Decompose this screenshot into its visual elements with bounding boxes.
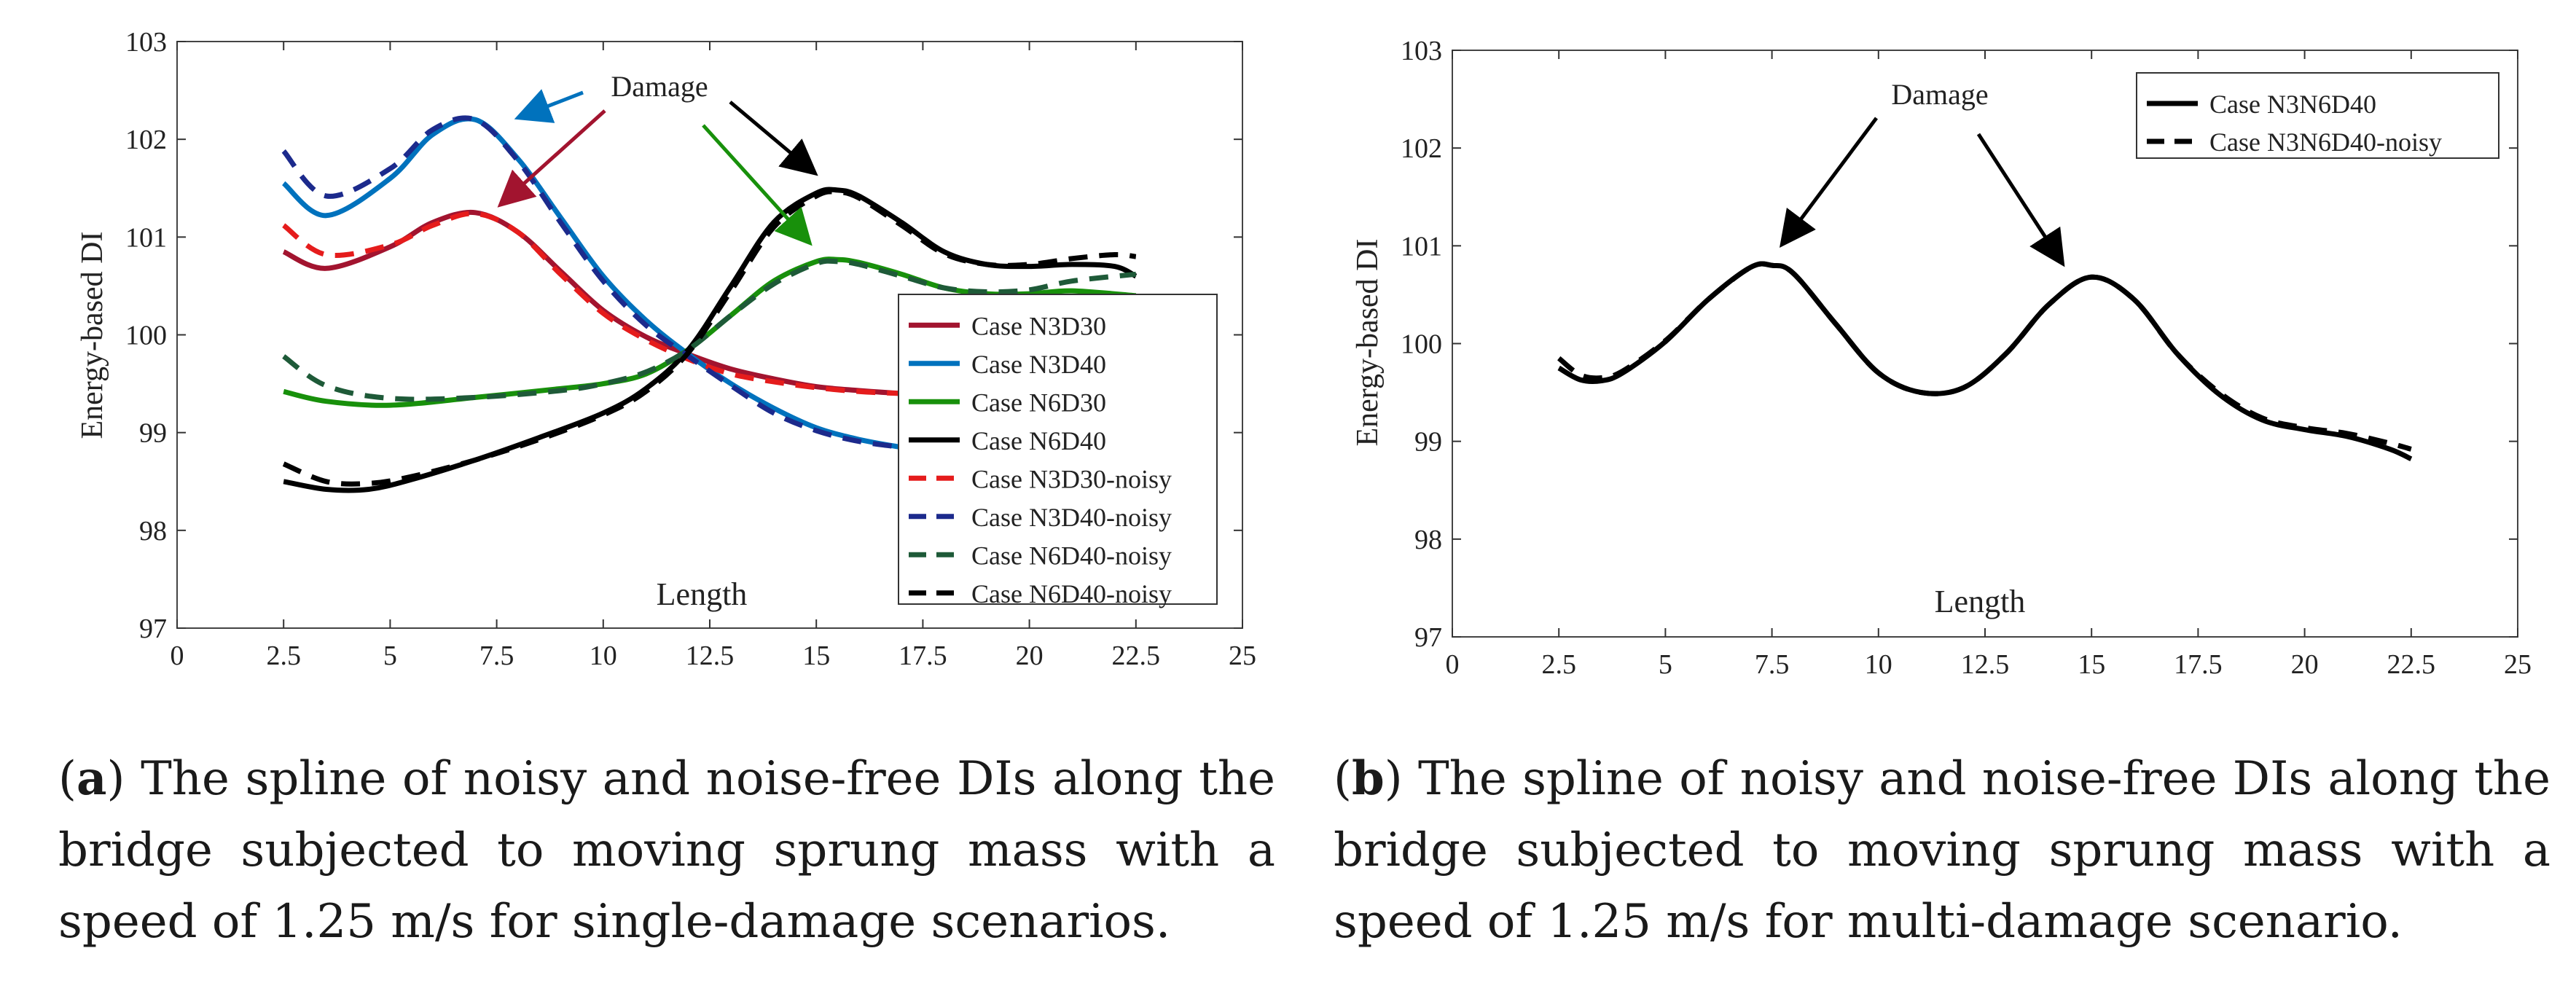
- chart-b: 0 2.5 5 7.5 10 12.5 15 17.5 20 22.5 25 97 98 99 100 10…: [1351, 36, 2532, 680]
- chart-a-legend-label-5: Case N3D30-noisy: [971, 464, 1172, 493]
- chart-a-xtick-label: 5: [383, 641, 397, 671]
- chart-b-xtick-label: 5: [1659, 649, 1672, 680]
- chart-b-xtick-label: 0: [1446, 649, 1460, 680]
- chart-a-legend-label-8: Case N6D40-noisy: [971, 579, 1172, 608]
- chart-a-series-line-7: [282, 258, 1137, 402]
- chart-a-ytick-label: 103: [125, 27, 167, 58]
- chart-a-series-line-2: [281, 116, 923, 453]
- chart-a-legend-label-1: Case N3D30: [971, 311, 1106, 340]
- chart-a-xtick-label: 7.5: [479, 641, 514, 671]
- chart-a-series-line-8: [282, 189, 1137, 487]
- chart-b-ytick-label: 99: [1414, 427, 1442, 458]
- chart-b-ytick-label: 101: [1401, 231, 1442, 262]
- chart-a: 0 2.5 5 7.5 10 12.5 15 17.5 20 22.5 25 97 98 99 100 10…: [76, 27, 1256, 671]
- chart-b-legend-label-2: Case N3N6D40-noisy: [2209, 128, 2442, 157]
- chart-b-xtick-label: 2.5: [1541, 649, 1576, 680]
- chart-a-series-line-5: [282, 211, 944, 397]
- chart-b-xtick-label: 25: [2504, 649, 2532, 680]
- caption-b-text: ) The spline of noisy and noise-free DIs…: [1334, 752, 2550, 949]
- chart-b-ytick-label: 102: [1401, 133, 1442, 164]
- chart-a-legend-label-3: Case N6D30: [971, 388, 1106, 417]
- chart-a-xtick-label: 2.5: [266, 641, 301, 671]
- caption-b-label: b: [1351, 751, 1385, 806]
- chart-a-ytick-label: 98: [139, 516, 167, 547]
- chart-a-ytick-label: 102: [125, 125, 167, 155]
- chart-a-xtick-label: 22.5: [1112, 641, 1161, 671]
- caption-a-label: a: [76, 751, 107, 806]
- chart-b-ylabel: Energy-based DI: [1351, 239, 1385, 447]
- chart-a-legend-label-7: Case N6D40-noisy: [971, 541, 1172, 570]
- chart-b-legend: Case N3N6D40 Case N3N6D40-noisy: [2136, 72, 2499, 159]
- chart-a-legend: Case N3D30 Case N3D40 Case N6D30 Case N6D40…: [898, 294, 1218, 608]
- chart-b-damage-arrow-left: [1780, 117, 1879, 248]
- chart-b-damage-arrow-right: [1976, 133, 2065, 267]
- chart-a-ylabel: Energy-based DI: [76, 232, 109, 439]
- chart-a-ytick-label: 97: [139, 614, 167, 644]
- chart-b-xlabel: Length: [1935, 584, 2026, 619]
- chart-a-legend-label-2: Case N3D40: [971, 350, 1106, 379]
- chart-a-ytick-label: 101: [125, 222, 167, 253]
- chart-a-damage-arrow-blue: [514, 89, 584, 123]
- chart-a-damage-arrow-crimson: [497, 109, 606, 208]
- chart-a-damage-annotation: Damage: [611, 70, 708, 103]
- chart-b-legend-label-1: Case N3N6D40: [2209, 90, 2376, 119]
- chart-b-xtick-label: 12.5: [1961, 649, 2010, 680]
- caption-a: (a) The spline of noisy and noise-free D…: [58, 751, 1275, 949]
- caption-b: (b) The spline of noisy and noise-free D…: [1334, 751, 2550, 949]
- chart-b-xtick-label: 10: [1865, 649, 1892, 680]
- chart-a-xtick-label: 25: [1229, 641, 1256, 671]
- chart-b-xtick-label: 15: [2078, 649, 2105, 680]
- chart-a-xlabel: Length: [657, 576, 748, 612]
- caption-a-text: ) The spline of noisy and noise-free DIs…: [58, 752, 1275, 949]
- chart-b-ytick-label: 100: [1401, 329, 1442, 360]
- chart-a-damage-arrow-green: [702, 124, 813, 246]
- chart-b-series-line-2: [1557, 261, 2412, 452]
- chart-b-xtick-label: 22.5: [2387, 649, 2436, 680]
- chart-b-legend-box: [2136, 72, 2499, 159]
- chart-b-xtick-label: 17.5: [2174, 649, 2223, 680]
- chart-a-legend-label-4: Case N6D40: [971, 426, 1106, 455]
- chart-a-xtick-label: 20: [1016, 641, 1044, 671]
- chart-a-xtick-label: 17.5: [899, 641, 947, 671]
- chart-a-xtick-label: 15: [802, 641, 830, 671]
- chart-a-ytick-label: 100: [125, 321, 167, 351]
- chart-a-ytick-label: 99: [139, 418, 167, 449]
- chart-a-damage-arrow-black: [729, 101, 818, 176]
- chart-a-series-line-6: [281, 115, 923, 453]
- chart-b-damage-annotation: Damage: [1891, 78, 1988, 111]
- chart-b-xtick-label: 7.5: [1755, 649, 1790, 680]
- chart-a-xtick-label: 12.5: [686, 641, 735, 671]
- chart-b-xtick-label: 20: [2291, 649, 2319, 680]
- chart-b-ytick-label: 98: [1414, 525, 1442, 555]
- chart-b-ytick-label: 97: [1414, 622, 1442, 653]
- chart-a-xtick-label: 10: [590, 641, 617, 671]
- chart-a-xtick-label: 0: [171, 641, 184, 671]
- chart-a-legend-label-6: Case N3D40-noisy: [971, 503, 1172, 532]
- chart-b-ytick-label: 103: [1401, 36, 1442, 66]
